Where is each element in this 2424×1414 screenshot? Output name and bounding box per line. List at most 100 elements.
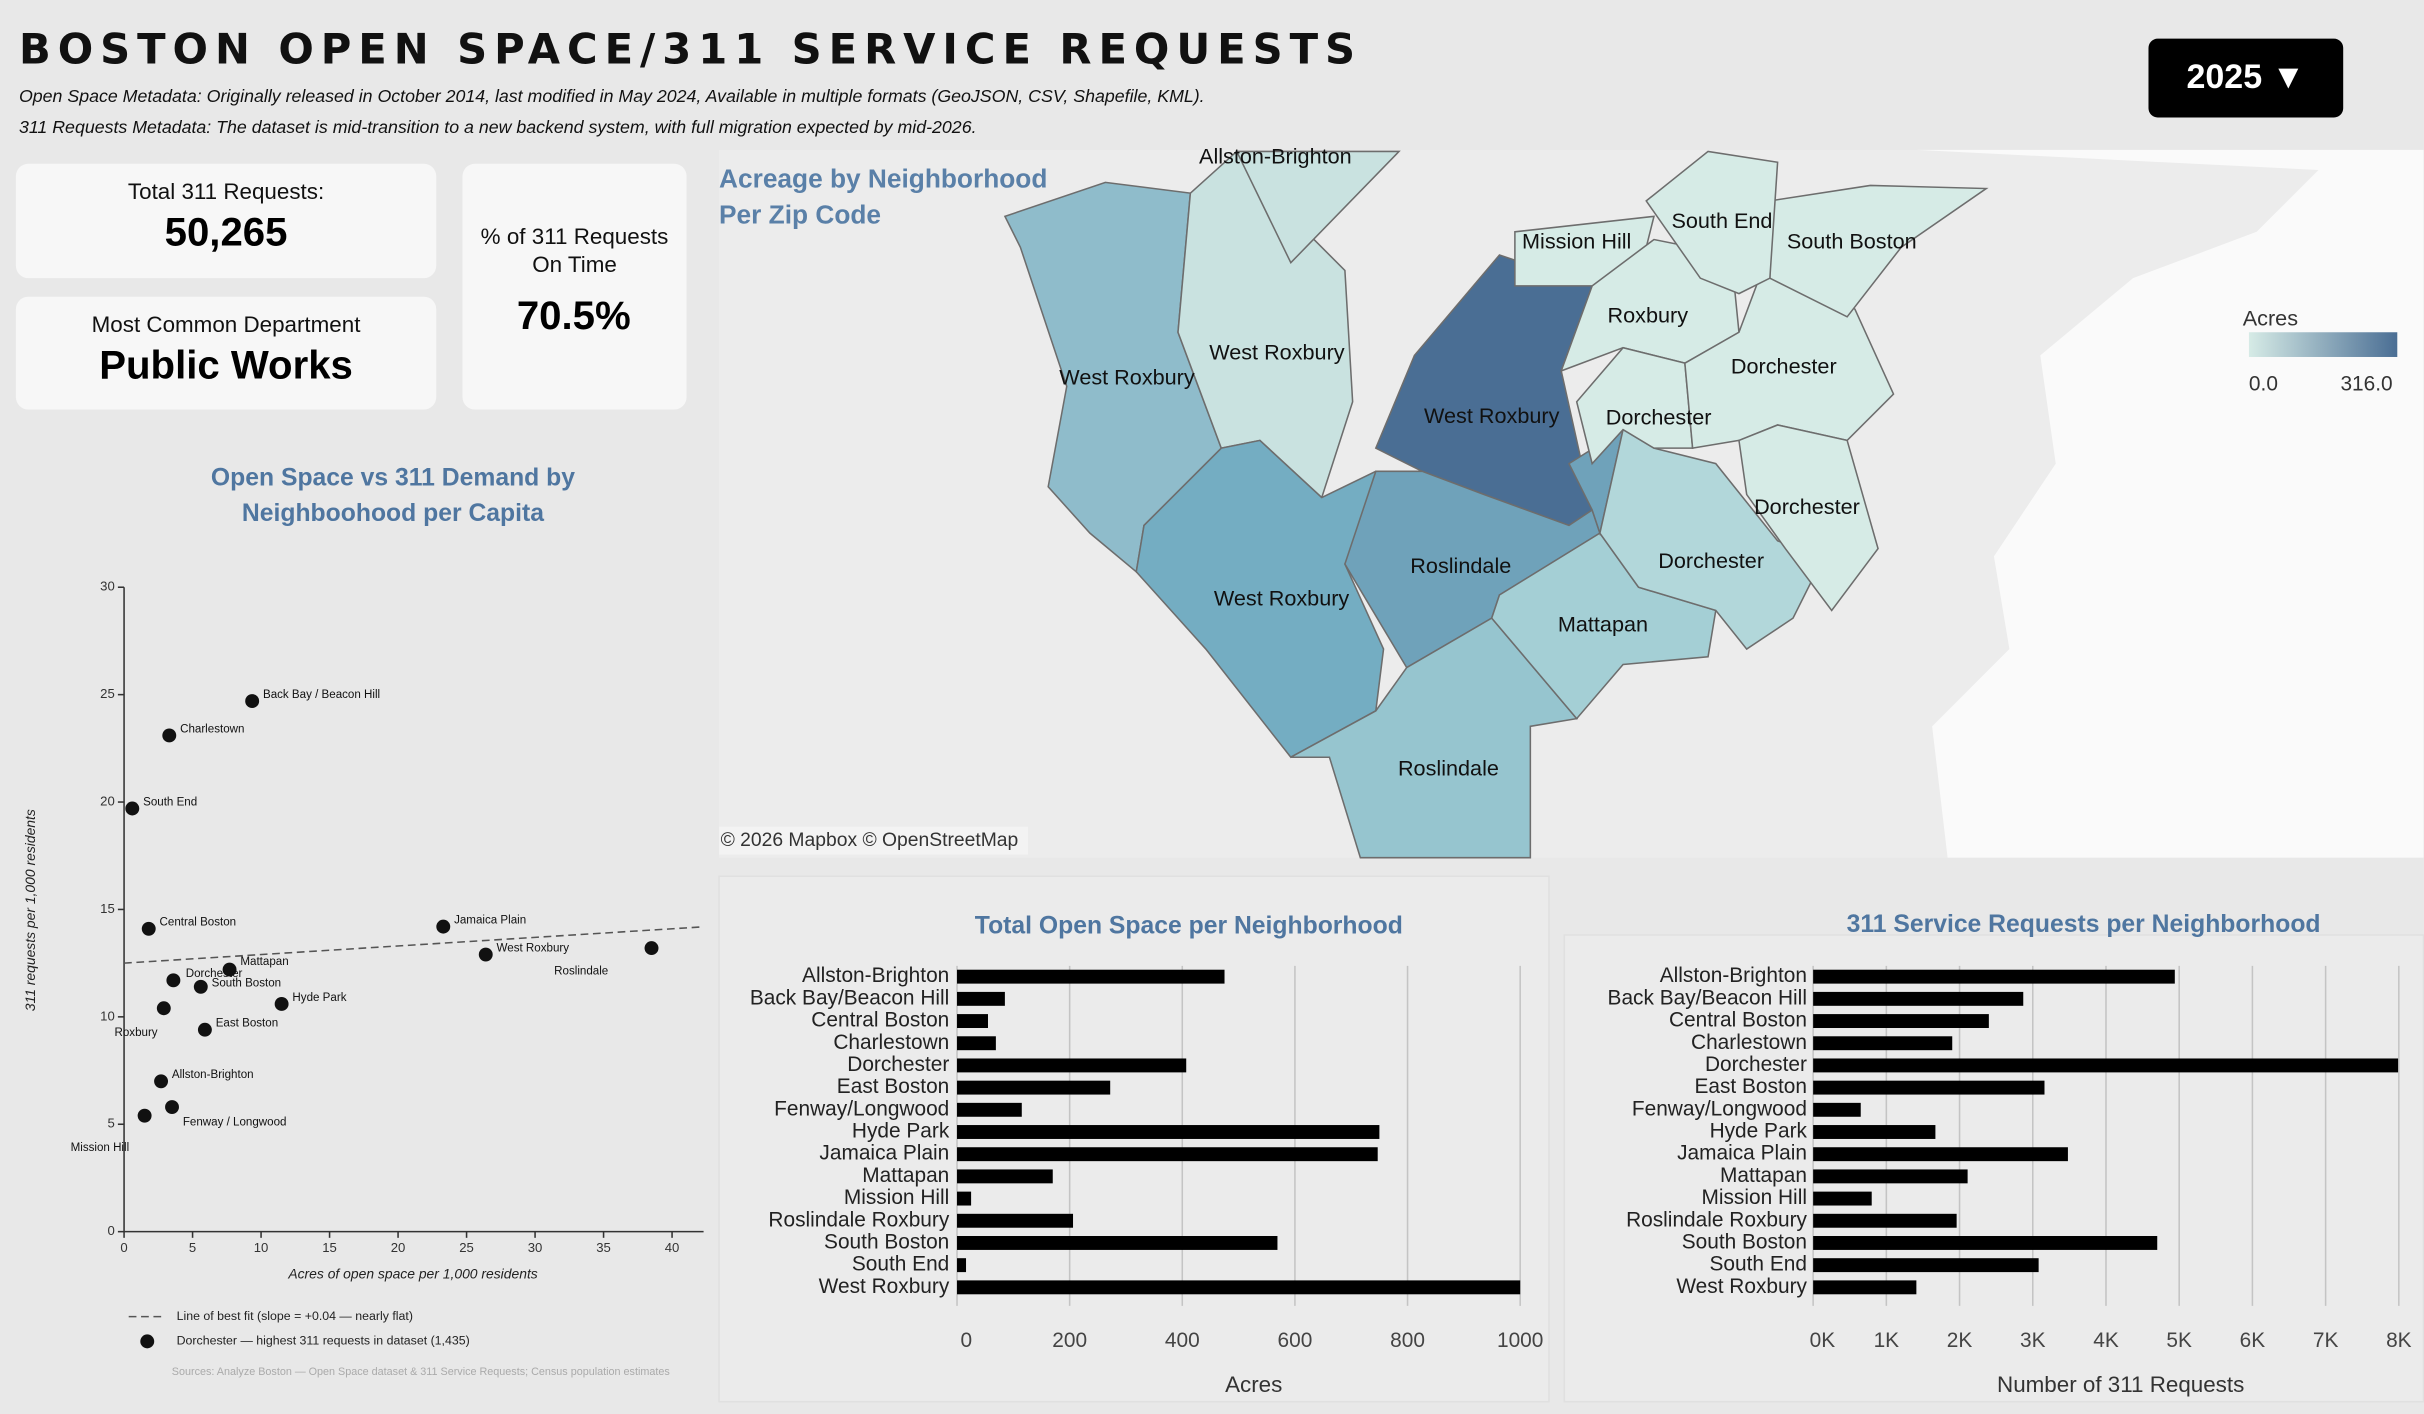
year-label[interactable]: 2025 ▼: [2186, 58, 2305, 96]
point: [436, 919, 451, 934]
point-label: Roslindale: [554, 965, 608, 977]
point-label: Central Boston: [160, 917, 237, 929]
bar: [1813, 1236, 2158, 1250]
map-label: Roxbury: [1608, 303, 1689, 328]
point: [193, 979, 208, 994]
point-label: Allston-Brighton: [172, 1069, 254, 1081]
point: [478, 947, 493, 962]
chart-panel: [1563, 934, 2424, 1403]
y-tick-label: Mattapan: [862, 1164, 949, 1187]
kpi-value: 50,265: [165, 210, 288, 255]
bar: [1813, 1102, 1861, 1117]
x-tick-label: 0: [120, 1240, 127, 1255]
y-tick-label: Dorchester: [1705, 1053, 1807, 1076]
source-note: Sources: Analyze Boston — Open Space dat…: [172, 1366, 671, 1378]
bar: [957, 1258, 967, 1273]
point: [154, 1074, 169, 1089]
y-tick-label: Back Bay/Beacon Hill: [1608, 986, 1807, 1009]
bar: [1813, 991, 2024, 1006]
y-tick-label: East Boston: [837, 1075, 949, 1098]
x-tick-label: 6K: [2240, 1329, 2266, 1352]
point: [222, 962, 237, 977]
y-tick-label: West Roxbury: [1676, 1275, 1807, 1298]
y-tick-label: Central Boston: [1669, 1009, 1807, 1032]
point: [245, 694, 260, 709]
bar: [1813, 1191, 1872, 1206]
bar: [957, 1058, 1187, 1073]
y-tick-label: Hyde Park: [852, 1120, 950, 1143]
point: [156, 1001, 171, 1016]
bar: [1813, 1280, 1917, 1295]
x-tick-label: 0: [960, 1329, 972, 1352]
y-tick-label: Roslindale Roxbury: [768, 1208, 949, 1231]
bar: [957, 1280, 1521, 1295]
point-label: Mattapan: [240, 956, 288, 968]
year-button[interactable]: [2148, 38, 2344, 118]
map-label: West Roxbury: [1059, 364, 1195, 389]
bar: [957, 1213, 1074, 1228]
water: [1916, 149, 2424, 858]
y-tick-label: West Roxbury: [819, 1275, 950, 1298]
y-tick-label: South End: [852, 1253, 949, 1276]
x-tick-label: 15: [322, 1240, 337, 1255]
y-tick-label: Jamaica Plain: [1677, 1142, 1807, 1165]
bar: [1813, 969, 2175, 984]
point-label: South End: [143, 796, 197, 808]
kpi-label: Total 311 Requests:: [128, 179, 324, 204]
x-tick-label: 600: [1278, 1329, 1313, 1352]
year-dropdown[interactable]: 2025 ▼: [2148, 38, 2344, 118]
legend-title: Acres: [2243, 306, 2298, 331]
x-tick-label: 8K: [2386, 1329, 2412, 1352]
kpi-value: 70.5%: [517, 293, 631, 338]
x-axis-label: Acres: [1225, 1372, 1282, 1397]
map-label: Mission Hill: [1522, 228, 1631, 253]
point-label: Mission Hill: [71, 1142, 130, 1154]
y-tick-label: 30: [100, 579, 115, 594]
y-tick-label: Fenway/Longwood: [1632, 1097, 1807, 1120]
point-label: West Roxbury: [497, 942, 570, 954]
region: [1290, 617, 1579, 859]
map-title: Per Zip Code: [719, 199, 881, 229]
bar: [957, 1036, 996, 1051]
region: [1738, 424, 1879, 612]
point: [644, 941, 659, 956]
page-title: BOSTON OPEN SPACE/311 SERVICE REQUESTS: [19, 25, 1362, 74]
map-label: Dorchester: [1606, 405, 1712, 430]
bar: [957, 1147, 1378, 1162]
y-tick-label: Dorchester: [847, 1053, 949, 1076]
x-tick-label: 2K: [1947, 1329, 1973, 1352]
chart-title: 311 Service Requests per Neighborhood: [1847, 911, 2321, 938]
map-label: Roslindale: [1398, 755, 1499, 780]
point: [165, 1100, 179, 1115]
x-tick-label: 7K: [2313, 1329, 2339, 1352]
y-tick-label: Charlestown: [1691, 1031, 1807, 1054]
map-title: Acreage by Neighborhood: [719, 164, 1047, 194]
point-label: Jamaica Plain: [454, 915, 526, 927]
legend-min: 0.0: [2249, 372, 2278, 395]
point: [141, 921, 156, 936]
point-label: East Boston: [216, 1018, 278, 1030]
kpi-card: [462, 163, 687, 410]
y-tick-label: 15: [100, 901, 115, 916]
bar: [957, 1102, 1022, 1117]
y-tick-label: 20: [100, 794, 115, 809]
map: Allston-Brighton Mission Hill South End …: [719, 143, 2424, 859]
y-tick-label: South Boston: [824, 1230, 949, 1253]
kpi-label: Most Common Department: [92, 312, 362, 337]
bar: [1813, 1014, 1989, 1029]
chart-title: Neighboohood per Capita: [242, 500, 544, 527]
x-tick-label: 5: [189, 1240, 196, 1255]
x-tick-label: 30: [528, 1240, 543, 1255]
x-tick-label: 400: [1165, 1329, 1200, 1352]
map-label: Dorchester: [1754, 494, 1860, 519]
bar: [1813, 1169, 1968, 1184]
point: [162, 728, 177, 743]
legend-label: Line of best fit (slope = +0.04 — nearly…: [177, 1309, 413, 1323]
map-label: Dorchester: [1731, 354, 1837, 379]
kpi-card: [15, 296, 437, 410]
kpi-value: Public Works: [99, 342, 353, 387]
bar: [957, 1014, 988, 1029]
y-tick-label: 25: [100, 686, 115, 701]
y-tick-label: Hyde Park: [1710, 1120, 1808, 1143]
